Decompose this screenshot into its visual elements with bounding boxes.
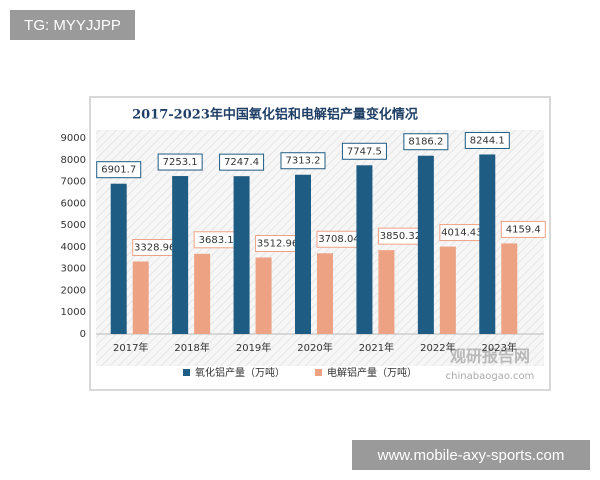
legend-label: 氧化铝产量（万吨）	[195, 366, 285, 379]
value-label-box	[193, 231, 239, 249]
y-tick-label: 0	[80, 329, 86, 340]
x-tick-label: 2018年	[174, 341, 209, 354]
value-label-box	[464, 131, 510, 149]
value-label: 7747.5	[347, 146, 382, 157]
y-tick-label: 5000	[61, 220, 86, 231]
bar	[501, 243, 518, 334]
bar	[479, 154, 496, 334]
value-label: 3708.04	[318, 234, 359, 245]
value-label: 4159.4	[506, 224, 541, 235]
value-label: 7253.1	[163, 157, 198, 168]
value-label: 7313.2	[286, 156, 321, 167]
value-label: 7247.4	[224, 157, 259, 168]
value-label-box	[500, 220, 546, 238]
bar	[132, 261, 149, 334]
value-label: 4014.43	[441, 228, 482, 239]
value-label-box	[157, 153, 203, 171]
y-tick-label: 6000	[61, 198, 86, 209]
legend-label: 电解铝产量（万吨）	[327, 366, 417, 379]
bar	[378, 250, 395, 334]
chart-title: 2017-2023年中国氧化铝和电解铝产量变化情况	[132, 107, 418, 123]
x-tick-label: 2020年	[297, 341, 332, 354]
y-tick-label: 8000	[61, 155, 86, 166]
y-tick-label: 2000	[61, 285, 86, 296]
value-label: 3512.96	[257, 238, 298, 249]
value-label-box	[219, 153, 265, 171]
bar	[194, 253, 211, 334]
bar	[356, 165, 373, 334]
y-tick-label: 7000	[61, 177, 86, 188]
y-tick-label: 3000	[61, 264, 86, 275]
bar	[317, 253, 333, 334]
chart-card	[89, 96, 551, 391]
value-label: 3850.32	[380, 231, 421, 242]
plot-background	[96, 130, 544, 366]
y-tick-label: 1000	[61, 307, 86, 318]
bar	[295, 174, 311, 334]
legend-swatch	[183, 369, 190, 376]
value-label: 8244.1	[470, 135, 505, 146]
y-tick-label: 9000	[61, 133, 86, 144]
bar	[439, 246, 456, 334]
value-label-box	[96, 161, 142, 179]
bar	[110, 183, 127, 334]
bar	[172, 176, 189, 334]
bar	[417, 155, 434, 334]
legend-swatch	[315, 369, 322, 376]
value-label: 8186.2	[408, 137, 443, 148]
value-label-box	[255, 234, 301, 252]
x-tick-label: 2017年	[113, 341, 148, 354]
value-label: 3683.1	[199, 235, 234, 246]
y-tick-label: 4000	[61, 242, 86, 253]
watermark-name: 观研报告网	[450, 347, 530, 366]
value-label-box	[377, 227, 423, 245]
footer-label: www.mobile-axy-sports.com	[352, 440, 590, 470]
value-label-box	[316, 230, 362, 248]
value-label-box	[403, 133, 449, 151]
bar	[233, 176, 250, 334]
watermark-url: chinabaogao.com	[446, 371, 535, 382]
value-label: 3328.96	[134, 243, 175, 254]
x-tick-label: 2023年	[482, 341, 517, 354]
value-label: 6901.7	[101, 165, 136, 176]
x-tick-label: 2021年	[359, 341, 394, 354]
tag-label: TG: MYYJJPP	[10, 10, 135, 40]
x-tick-label: 2019年	[236, 341, 271, 354]
x-tick-label: 2022年	[420, 341, 455, 354]
value-label-box	[439, 224, 485, 242]
bar	[255, 257, 272, 334]
value-label-box	[280, 152, 326, 170]
value-label-box	[132, 239, 178, 257]
value-label-box	[341, 142, 387, 160]
